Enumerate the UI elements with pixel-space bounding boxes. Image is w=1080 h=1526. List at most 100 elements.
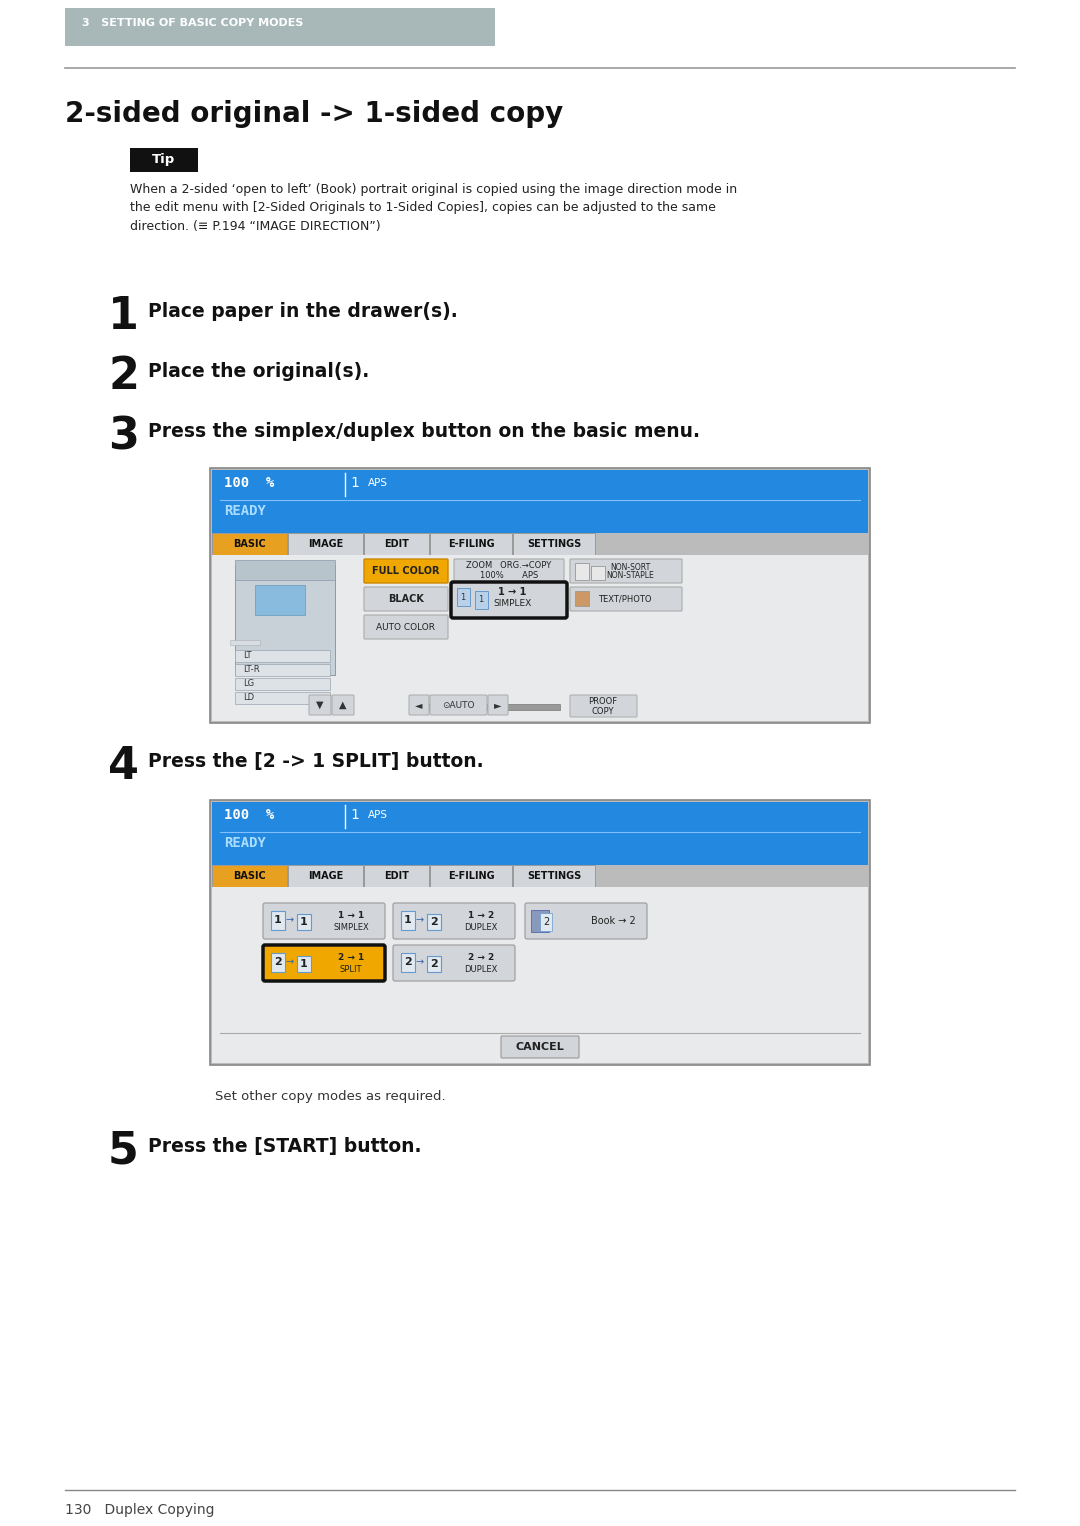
Bar — [235, 565, 335, 674]
Bar — [540, 913, 552, 931]
Text: SIMPLEX: SIMPLEX — [492, 598, 531, 607]
Text: Place the original(s).: Place the original(s). — [148, 362, 369, 382]
Text: 1: 1 — [404, 916, 411, 925]
FancyBboxPatch shape — [264, 945, 384, 981]
Text: 130   Duplex Copying: 130 Duplex Copying — [65, 1503, 215, 1517]
Text: 1: 1 — [108, 295, 139, 337]
Text: 1: 1 — [350, 807, 359, 823]
Text: Place paper in the drawer(s).: Place paper in the drawer(s). — [148, 302, 458, 320]
Text: 100  %: 100 % — [224, 476, 274, 490]
Bar — [531, 909, 549, 932]
Bar — [465, 700, 477, 711]
Text: 3: 3 — [108, 415, 139, 458]
Text: DUPLEX: DUPLEX — [464, 923, 498, 931]
Bar — [230, 639, 260, 645]
Text: ⊙AUTO: ⊙AUTO — [442, 700, 474, 710]
Text: →: → — [286, 916, 294, 925]
Text: 100%       APS: 100% APS — [480, 572, 538, 580]
FancyBboxPatch shape — [409, 694, 429, 716]
Bar — [410, 703, 561, 710]
Text: ▲: ▲ — [339, 700, 347, 710]
Text: When a 2-sided ‘open to left’ (Book) portrait original is copied using the image: When a 2-sided ‘open to left’ (Book) por… — [130, 183, 738, 233]
Text: 1: 1 — [350, 476, 359, 490]
Text: TEXT/PHOTO: TEXT/PHOTO — [598, 595, 651, 603]
Text: CANCEL: CANCEL — [515, 1042, 565, 1051]
Text: NON-STAPLE: NON-STAPLE — [606, 571, 653, 580]
Text: 2 → 1: 2 → 1 — [338, 952, 364, 961]
Text: 3   SETTING OF BASIC COPY MODES: 3 SETTING OF BASIC COPY MODES — [82, 18, 303, 27]
Bar — [65, 8, 495, 46]
Text: ▼: ▼ — [316, 700, 324, 710]
Bar — [271, 911, 285, 929]
Text: SIMPLEX: SIMPLEX — [333, 923, 369, 931]
Text: BLACK: BLACK — [388, 594, 424, 604]
FancyBboxPatch shape — [393, 945, 515, 981]
Text: SPLIT: SPLIT — [340, 964, 362, 974]
FancyBboxPatch shape — [393, 903, 515, 938]
Text: 1: 1 — [274, 916, 282, 925]
Text: 2-sided original -> 1-sided copy: 2-sided original -> 1-sided copy — [65, 101, 564, 128]
Text: EDIT: EDIT — [384, 871, 409, 881]
FancyBboxPatch shape — [309, 694, 330, 716]
Text: 1: 1 — [300, 917, 308, 926]
FancyBboxPatch shape — [570, 694, 637, 717]
Bar — [288, 533, 363, 555]
Text: IMAGE: IMAGE — [308, 539, 343, 549]
Text: LG: LG — [243, 679, 254, 688]
Text: →: → — [416, 916, 424, 925]
FancyBboxPatch shape — [488, 694, 508, 716]
Text: READY: READY — [224, 504, 266, 517]
Text: SETTINGS: SETTINGS — [527, 539, 581, 549]
FancyBboxPatch shape — [332, 694, 354, 716]
Text: →: → — [286, 957, 294, 967]
Text: BASIC: BASIC — [233, 871, 266, 881]
Text: APS: APS — [368, 810, 388, 819]
Bar — [212, 533, 287, 555]
Bar — [457, 588, 470, 606]
Bar — [430, 865, 512, 887]
Bar — [235, 664, 330, 676]
FancyBboxPatch shape — [430, 694, 487, 716]
Bar — [255, 584, 305, 615]
Text: 2: 2 — [543, 917, 549, 926]
Text: SETTINGS: SETTINGS — [527, 871, 581, 881]
Text: IMAGE: IMAGE — [308, 871, 343, 881]
Bar — [475, 591, 488, 609]
Text: 2 → 2: 2 → 2 — [468, 952, 495, 961]
Text: ►: ► — [495, 700, 502, 710]
Text: 1: 1 — [460, 592, 465, 601]
Text: NON-SORT: NON-SORT — [610, 563, 650, 572]
Text: 1 → 1: 1 → 1 — [338, 911, 364, 920]
Text: APS: APS — [368, 478, 388, 488]
Bar — [575, 591, 589, 606]
Text: Press the [2 -> 1 SPLIT] button.: Press the [2 -> 1 SPLIT] button. — [148, 752, 484, 771]
Bar — [210, 468, 870, 723]
Text: 4: 4 — [108, 745, 139, 787]
Bar — [212, 803, 868, 865]
FancyBboxPatch shape — [364, 615, 448, 639]
Bar — [364, 533, 429, 555]
Text: 2: 2 — [108, 356, 139, 398]
Bar — [297, 955, 311, 972]
Text: Press the [START] button.: Press the [START] button. — [148, 1137, 421, 1157]
Bar — [212, 470, 868, 533]
FancyBboxPatch shape — [454, 559, 564, 583]
Bar — [130, 148, 198, 172]
Bar — [513, 533, 595, 555]
Bar — [575, 563, 589, 580]
Text: Press the simplex/duplex button on the basic menu.: Press the simplex/duplex button on the b… — [148, 423, 700, 441]
Bar — [427, 955, 441, 972]
Text: LD: LD — [243, 693, 254, 702]
Text: 1: 1 — [478, 595, 484, 604]
Text: 1 → 1: 1 → 1 — [498, 588, 526, 597]
Bar — [235, 678, 330, 690]
Bar — [427, 914, 441, 929]
Bar — [210, 800, 870, 1065]
Text: Book → 2: Book → 2 — [591, 916, 635, 926]
Text: 5: 5 — [108, 1129, 139, 1173]
Bar — [297, 914, 311, 929]
Bar — [364, 865, 429, 887]
Text: PROOF: PROOF — [589, 697, 618, 707]
Text: COPY: COPY — [592, 708, 615, 717]
Text: 2: 2 — [430, 917, 437, 926]
